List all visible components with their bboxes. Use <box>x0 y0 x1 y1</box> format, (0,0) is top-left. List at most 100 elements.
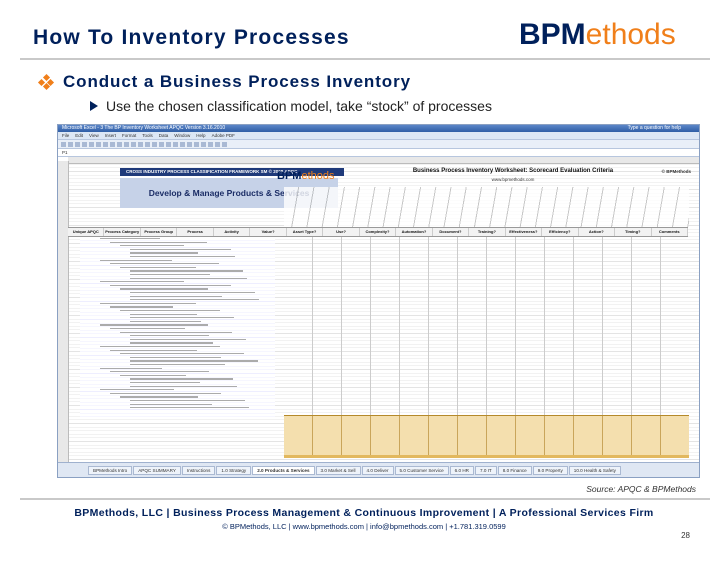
worksheet-logo: BPMethods <box>277 170 334 182</box>
excel-menu-insert[interactable]: Insert <box>104 133 116 138</box>
page-number: 28 <box>681 531 690 540</box>
worksheet-column-header: Comments <box>652 228 688 236</box>
process-row <box>130 378 233 380</box>
process-row <box>130 356 221 358</box>
sheet-tab[interactable]: 5.0 Customer Service <box>394 465 449 475</box>
process-row <box>130 292 255 294</box>
excel-menu-window[interactable]: Window <box>174 133 191 138</box>
worksheet-column-header: Automation? <box>396 228 433 236</box>
process-row <box>130 277 247 279</box>
scorecard-grid <box>284 237 689 417</box>
worksheet-column-header: Document? <box>433 228 470 236</box>
process-row <box>100 389 174 391</box>
process-row <box>120 396 198 398</box>
process-row <box>120 331 232 333</box>
worksheet-column-header: Complexity? <box>360 228 397 236</box>
process-row <box>110 263 219 265</box>
process-row <box>130 313 197 315</box>
bullet1-text: Conduct a Business Process Inventory <box>63 72 411 91</box>
diamond-bullet-icon <box>37 73 55 91</box>
worksheet-column-headers: Unique APQC Process Category Process Group… <box>68 227 688 237</box>
worksheet-column-header: Process Category <box>105 228 141 236</box>
worksheet-column-header: Efficiency? <box>542 228 579 236</box>
sheet-tab[interactable]: 7.0 IT <box>474 465 497 475</box>
process-row <box>100 238 160 240</box>
slide-title: How To Inventory Processes <box>33 26 350 49</box>
process-row <box>130 364 225 366</box>
excel-help-prompt: Type a question for help <box>627 125 681 131</box>
process-row <box>110 392 221 394</box>
worksheet-title: Business Process Inventory Worksheet: Sc… <box>412 168 614 174</box>
process-row <box>130 317 234 319</box>
sheet-tab[interactable]: 6.0 HR <box>449 465 474 475</box>
worksheet-column-header: Action? <box>579 228 616 236</box>
process-row <box>110 328 185 330</box>
sheet-tab[interactable]: APQC SUMMARY <box>133 465 181 475</box>
process-row <box>100 281 184 283</box>
sheet-tab[interactable]: 8.0 Finance <box>497 465 532 475</box>
process-row <box>130 256 235 258</box>
process-row <box>120 288 208 290</box>
apqc-banner: CROSS INDUSTRY PROCESS CLASSIFICATION FR… <box>120 168 344 176</box>
footer-company: BPMethods, LLC | Business Process Manage… <box>74 507 654 519</box>
logo-rest: ethods <box>585 18 676 51</box>
worksheet-column-header: Process Group <box>141 228 178 236</box>
process-row <box>130 295 222 297</box>
process-row <box>100 324 208 326</box>
excel-menu-data[interactable]: Data <box>158 133 169 138</box>
process-row <box>130 299 259 301</box>
process-row <box>120 245 184 247</box>
excel-menu-edit[interactable]: Edit <box>75 133 84 138</box>
process-row <box>130 382 200 384</box>
worksheet-logo-rest: ethods <box>301 170 335 182</box>
process-row <box>120 310 220 312</box>
process-row <box>120 353 244 355</box>
process-row <box>100 259 172 261</box>
excel-menu-help[interactable]: Help <box>196 133 206 138</box>
process-row <box>130 248 231 250</box>
sheet-tab[interactable]: Instructions <box>181 465 216 475</box>
excel-menu-tools[interactable]: Tools <box>142 133 153 138</box>
scorecard-legend-band <box>284 415 689 456</box>
process-row <box>120 374 186 376</box>
sheet-tab[interactable]: 2.0 Products & Services <box>252 465 315 475</box>
process-row <box>130 400 245 402</box>
worksheet-column-header: Unique APQC <box>68 228 105 236</box>
excel-menu-view[interactable]: View <box>89 133 99 138</box>
process-row <box>110 241 207 243</box>
excel-menu-file[interactable]: File <box>62 133 70 138</box>
worksheet-column-header: Training? <box>469 228 506 236</box>
criteria-headers <box>284 187 689 227</box>
sheet-tab[interactable]: 3.0 Market & Sell <box>315 465 361 475</box>
excel-menubar: File Edit View Insert Format Tools Data Window H… <box>58 132 699 140</box>
sheet-tab[interactable]: 1.0 Strategy <box>216 465 252 475</box>
source-note: Source: APQC & BPMethods <box>586 484 696 494</box>
sheet-tab[interactable]: BPMethods Intro <box>88 465 133 475</box>
process-row <box>130 360 258 362</box>
process-row <box>120 266 196 268</box>
sheet-tab[interactable]: 9.0 Property <box>532 465 568 475</box>
sheet-tab[interactable]: 10.0 Health & Safety <box>568 465 621 475</box>
sheet-tab[interactable]: 4.0 Deliver <box>361 465 394 475</box>
excel-menu-adobe-pdf[interactable]: Adobe PDF <box>211 133 235 138</box>
worksheet-logo-bold: BPM <box>277 170 302 182</box>
bpmethods-logo: BPMethods <box>519 18 676 52</box>
process-row <box>130 335 209 337</box>
excel-formula-bar: P1 <box>58 149 699 157</box>
bullet-level-1: Conduct a Business Process Inventory <box>37 72 411 92</box>
process-row <box>130 274 210 276</box>
arrow-bullet-icon <box>90 101 98 111</box>
process-row <box>130 252 198 254</box>
excel-screenshot: Microsoft Excel - 3 The BP Inventory Wor… <box>57 124 700 478</box>
worksheet-column-header: Use? <box>323 228 360 236</box>
worksheet-url: www.bpmethods.com <box>491 177 535 182</box>
worksheet-column-header: Activity <box>214 228 251 236</box>
excel-menu-format[interactable]: Format <box>121 133 137 138</box>
title-divider <box>20 58 710 60</box>
process-row <box>110 306 173 308</box>
excel-toolbar <box>58 140 699 149</box>
cell-reference: P1 <box>62 150 68 155</box>
worksheet-copyright: © BPMethods <box>661 169 691 174</box>
process-row <box>130 403 212 405</box>
process-row <box>100 346 220 348</box>
